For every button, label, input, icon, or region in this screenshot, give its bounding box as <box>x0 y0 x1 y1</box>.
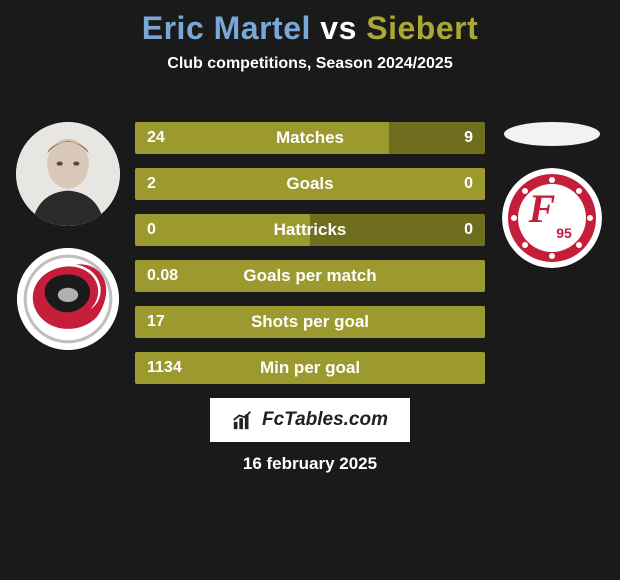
stat-bar-left-value: 0.08 <box>147 267 178 285</box>
title-player2: Siebert <box>366 10 478 46</box>
svg-text:F: F <box>528 186 556 231</box>
watermark-badge: FcTables.com <box>210 398 410 442</box>
watermark-text: FcTables.com <box>262 409 388 431</box>
stat-bar-row: Shots per goal17 <box>135 306 485 338</box>
stat-bar-row: Goals per match0.08 <box>135 260 485 292</box>
stat-bar-label: Goals <box>135 168 485 200</box>
stat-bar-label: Shots per goal <box>135 306 485 338</box>
svg-text:95: 95 <box>556 225 572 241</box>
left-graphics-column <box>8 122 128 350</box>
stat-bar-label: Min per goal <box>135 352 485 384</box>
player1-avatar <box>16 122 120 226</box>
player2-avatar-placeholder <box>504 122 600 146</box>
subtitle: Club competitions, Season 2024/2025 <box>0 55 620 73</box>
stat-bar-right-value: 9 <box>464 129 473 147</box>
stat-bars: Matches249Goals20Hattricks00Goals per ma… <box>135 122 485 384</box>
title-vs: vs <box>320 10 357 46</box>
right-graphics-column: F 95 <box>492 122 612 268</box>
stat-bar-left-value: 2 <box>147 175 156 193</box>
stat-bar-label: Goals per match <box>135 260 485 292</box>
title-player1: Eric Martel <box>142 10 311 46</box>
stat-bar-row: Goals2 0 <box>135 168 485 200</box>
person-silhouette-icon <box>16 122 120 226</box>
hurricane-swirl-icon <box>17 248 119 350</box>
stat-bar-left-value: 0 <box>147 221 156 239</box>
bar-chart-icon <box>232 409 254 431</box>
stat-bar-right-value: 0 <box>464 221 473 239</box>
infographic-root: Eric Martel vs Siebert Club competitions… <box>0 0 620 580</box>
stat-bar-row: Hattricks0 0 <box>135 214 485 246</box>
date-label: 16 february 2025 <box>0 454 620 474</box>
stat-bar-left-value: 17 <box>147 313 165 331</box>
f95-badge-icon: F 95 <box>502 168 602 268</box>
stat-bar-right-value: 0 <box>464 175 473 193</box>
player2-club-logo: F 95 <box>502 168 602 268</box>
stat-bar-label: Matches <box>135 122 485 154</box>
stat-bar-row: Matches24 9 <box>135 122 485 154</box>
stat-bar-left-value: 24 <box>147 129 165 147</box>
stat-bar-label: Hattricks <box>135 214 485 246</box>
stat-bar-left-value: 1134 <box>147 359 182 377</box>
page-title: Eric Martel vs Siebert <box>0 0 620 47</box>
player1-club-logo <box>17 248 119 350</box>
stat-bar-row: Min per goal1134 <box>135 352 485 384</box>
